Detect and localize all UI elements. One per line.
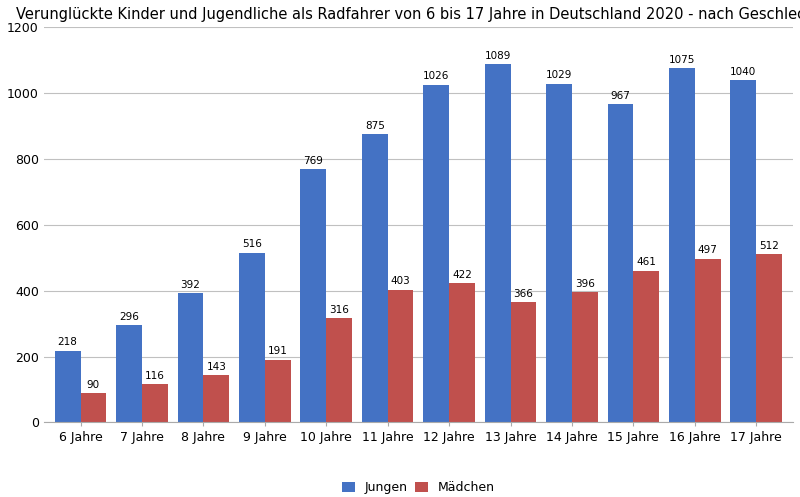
Bar bbox=[265, 359, 290, 422]
Text: 191: 191 bbox=[268, 346, 288, 356]
Text: 316: 316 bbox=[329, 305, 349, 315]
Bar bbox=[239, 252, 265, 422]
Text: 512: 512 bbox=[759, 241, 779, 250]
Bar bbox=[694, 259, 721, 422]
Text: 143: 143 bbox=[206, 362, 226, 372]
Bar bbox=[485, 64, 510, 422]
Bar bbox=[730, 80, 756, 422]
Bar bbox=[142, 384, 168, 422]
Bar bbox=[572, 292, 598, 422]
Text: 1075: 1075 bbox=[669, 55, 695, 65]
Bar bbox=[607, 104, 634, 422]
Text: 296: 296 bbox=[119, 312, 139, 322]
Bar bbox=[178, 293, 203, 422]
Bar bbox=[423, 84, 449, 422]
Text: 116: 116 bbox=[145, 371, 165, 381]
Bar bbox=[326, 319, 352, 422]
Legend: Jungen, Mädchen: Jungen, Mädchen bbox=[337, 476, 500, 497]
Bar bbox=[203, 375, 229, 422]
Text: 366: 366 bbox=[514, 289, 534, 299]
Text: 1089: 1089 bbox=[485, 51, 510, 61]
Bar bbox=[756, 254, 782, 422]
Bar bbox=[510, 302, 536, 422]
Text: 90: 90 bbox=[87, 380, 100, 390]
Bar bbox=[546, 83, 572, 422]
Text: 497: 497 bbox=[698, 246, 718, 255]
Text: 392: 392 bbox=[181, 280, 201, 290]
Bar bbox=[669, 69, 694, 422]
Bar bbox=[449, 283, 475, 422]
Bar bbox=[81, 393, 106, 422]
Bar bbox=[54, 351, 81, 422]
Text: 1026: 1026 bbox=[423, 71, 450, 82]
Text: 461: 461 bbox=[636, 257, 656, 267]
Bar bbox=[388, 290, 414, 422]
Bar bbox=[116, 325, 142, 422]
Bar bbox=[634, 271, 659, 422]
Title: Verunglückte Kinder und Jugendliche als Radfahrer von 6 bis 17 Jahre in Deutschl: Verunglückte Kinder und Jugendliche als … bbox=[16, 7, 800, 22]
Bar bbox=[362, 134, 388, 422]
Text: 769: 769 bbox=[303, 156, 323, 166]
Text: 403: 403 bbox=[390, 276, 410, 286]
Bar bbox=[301, 169, 326, 422]
Text: 967: 967 bbox=[610, 91, 630, 101]
Text: 875: 875 bbox=[365, 121, 385, 131]
Text: 218: 218 bbox=[58, 337, 78, 347]
Text: 396: 396 bbox=[575, 279, 594, 289]
Text: 1040: 1040 bbox=[730, 67, 757, 77]
Text: 1029: 1029 bbox=[546, 70, 572, 81]
Text: 516: 516 bbox=[242, 239, 262, 249]
Text: 422: 422 bbox=[452, 270, 472, 280]
